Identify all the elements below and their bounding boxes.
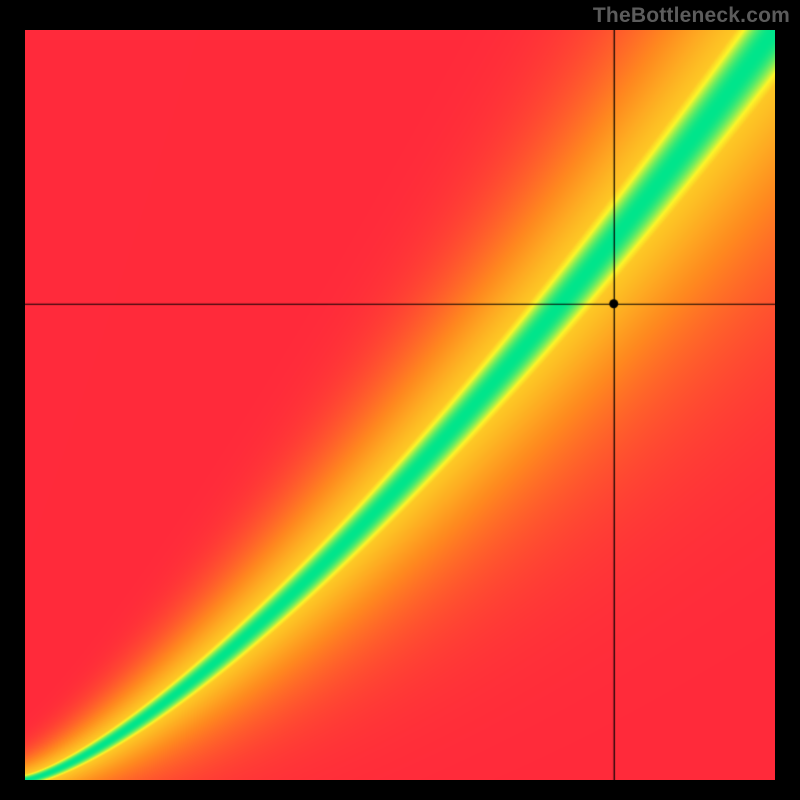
plot-frame bbox=[25, 30, 775, 780]
chart-container: TheBottleneck.com bbox=[0, 0, 800, 800]
watermark-text: TheBottleneck.com bbox=[593, 4, 790, 28]
bottleneck-heatmap bbox=[25, 30, 775, 780]
